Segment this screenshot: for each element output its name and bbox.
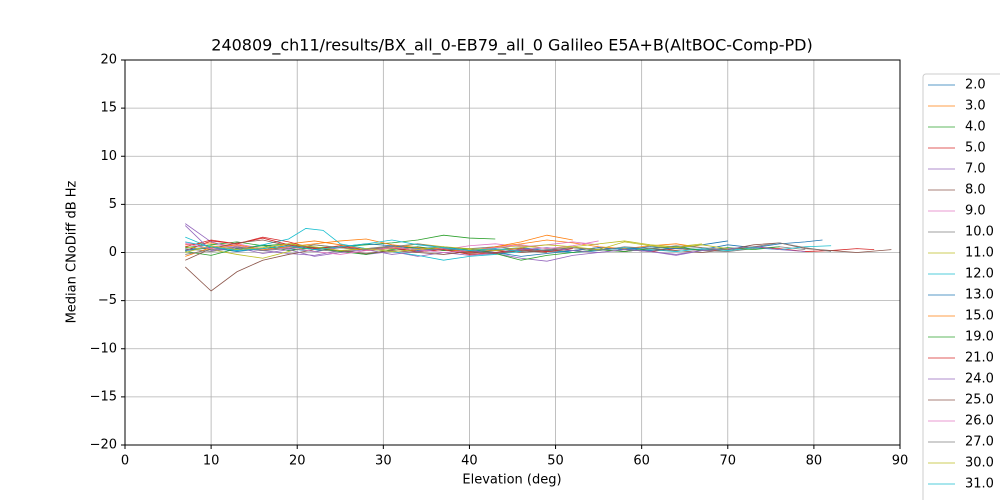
legend-label: 13.0	[965, 288, 994, 303]
series-line	[185, 239, 823, 253]
x-tick-label: 60	[633, 454, 650, 469]
legend-label: 26.0	[965, 414, 994, 429]
y-tick-label: 0	[109, 245, 117, 260]
legend-label: 3.0	[965, 99, 986, 114]
x-tick-label: 10	[203, 454, 220, 469]
y-axis-label: Median CNoDiff dB Hz	[65, 180, 80, 323]
x-tick-label: 80	[806, 454, 823, 469]
legend-label: 27.0	[965, 435, 994, 450]
y-tick-label: −15	[90, 389, 117, 404]
legend-label: 10.0	[965, 225, 994, 240]
legend-label: 9.0	[965, 204, 986, 219]
legend-label: 15.0	[965, 309, 994, 324]
y-tick-label: −5	[98, 293, 117, 308]
y-tick-label: −10	[90, 341, 117, 356]
y-tick-label: 20	[100, 53, 117, 68]
legend-label: 8.0	[965, 183, 986, 198]
legend-label: 31.0	[965, 477, 994, 492]
legend-label: 11.0	[965, 246, 994, 261]
series-line	[185, 239, 522, 252]
legend-label: 4.0	[965, 120, 986, 135]
series-line	[185, 239, 547, 261]
x-tick-label: 20	[289, 454, 306, 469]
y-tick-label: 15	[100, 101, 117, 116]
legend-label: 24.0	[965, 372, 994, 387]
x-tick-label: 30	[375, 454, 392, 469]
legend-box	[922, 73, 1000, 500]
chart-title: 240809_ch11/results/BX_all_0-EB79_all_0 …	[211, 36, 812, 56]
y-tick-label: −20	[90, 438, 117, 453]
x-tick-label: 70	[720, 454, 737, 469]
x-tick-label: 0	[121, 454, 129, 469]
legend: 2.0 3.0 4.0 5.0 7.0 8.0 9.0 10.0 11.0 12.0 13.0 15.…	[922, 73, 1000, 500]
y-tick-label: 5	[109, 197, 117, 212]
legend-label: 12.0	[965, 267, 994, 282]
legend-label: 21.0	[965, 351, 994, 366]
series-line	[185, 228, 832, 261]
legend-label: 25.0	[965, 393, 994, 408]
x-tick-label: 90	[892, 454, 909, 469]
axes-frame	[124, 59, 901, 446]
legend-label: 5.0	[965, 141, 986, 156]
legend-label: 2.0	[965, 78, 986, 93]
y-tick-label: 10	[100, 149, 117, 164]
series-line	[185, 241, 728, 253]
x-axis-label: Elevation (deg)	[462, 473, 561, 488]
x-tick-label: 40	[461, 454, 478, 469]
legend-label: 7.0	[965, 162, 986, 177]
x-tick-label: 50	[547, 454, 564, 469]
legend-label: 19.0	[965, 330, 994, 345]
legend-label: 30.0	[965, 456, 994, 471]
